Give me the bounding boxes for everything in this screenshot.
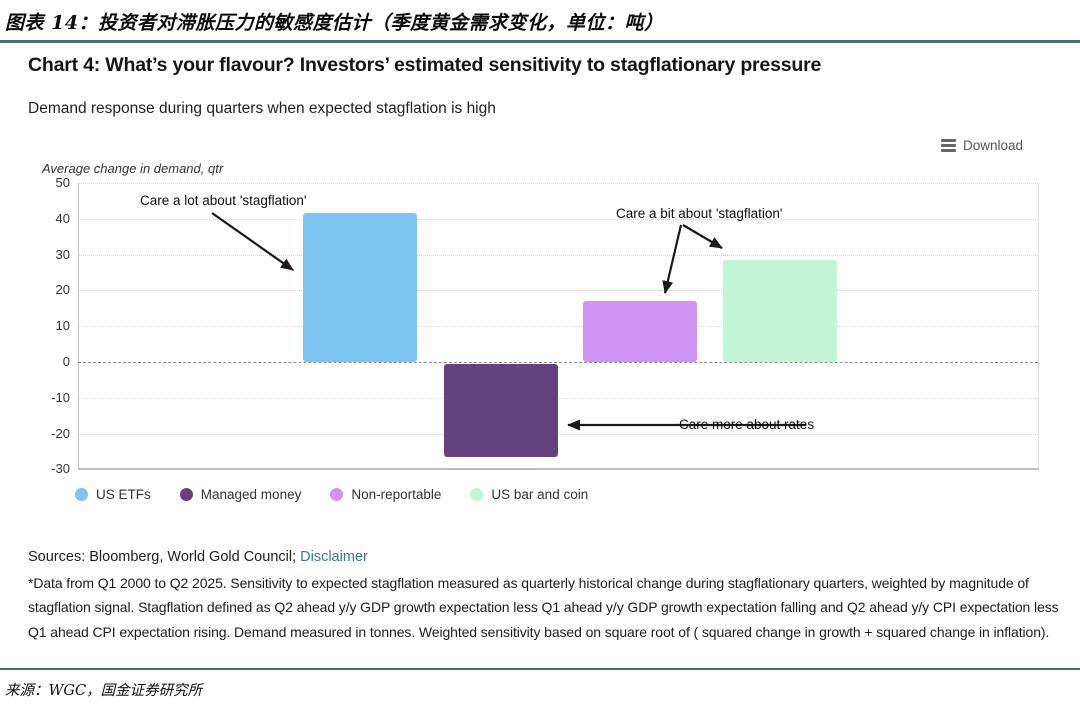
top-divider bbox=[0, 40, 1080, 43]
legend-item-managed-money[interactable]: Managed money bbox=[179, 487, 302, 502]
bottom-divider bbox=[0, 668, 1080, 670]
gridline-50 bbox=[78, 183, 1038, 184]
download-button[interactable]: Download bbox=[941, 138, 1023, 153]
sources-line: Sources: Bloomberg, World Gold Council; … bbox=[28, 549, 368, 565]
y-tick-label-50: 50 bbox=[55, 175, 70, 190]
y-tick-label-30: 30 bbox=[55, 246, 70, 262]
annotation-care-more-rates: Care more about rates bbox=[679, 417, 815, 432]
gridline-10 bbox=[78, 326, 1038, 328]
report-source-cn: 来源：WGC，国金证券研究所 bbox=[5, 683, 203, 699]
chart-subtitle: Demand response during quarters when exp… bbox=[28, 100, 496, 117]
download-label: Download bbox=[963, 138, 1024, 153]
legend-item-us-bar-and-coin[interactable]: US bar and coin bbox=[470, 487, 588, 502]
gridline--20 bbox=[78, 433, 1038, 435]
report-figure-title-cn: 图表 14：投资者对滞胀压力的敏感度估计（季度黄金需求变化，单位：吨） bbox=[5, 12, 664, 34]
gridline-20 bbox=[78, 290, 1038, 292]
legend-item-non-reportable[interactable]: Non-reportable bbox=[330, 487, 441, 502]
chart-title: Chart 4: What’s your flavour? Investors’… bbox=[28, 54, 822, 76]
chart-footnote: *Data from Q1 2000 to Q2 2025. Sensitivi… bbox=[28, 575, 1059, 640]
legend-label-us-bar-and-coin: US bar and coin bbox=[491, 487, 589, 502]
plot-right-border bbox=[1038, 183, 1039, 469]
annotation-care-a-bit: Care a bit about 'stagflation' bbox=[616, 206, 783, 221]
gridline--10 bbox=[78, 397, 1038, 399]
legend-label-non-reportable: Non-reportable bbox=[351, 487, 442, 502]
bar-us-etfs[interactable] bbox=[303, 213, 417, 362]
bar-non-reportable[interactable] bbox=[583, 301, 697, 362]
legend-label-us-etfs: US ETFs bbox=[96, 487, 151, 502]
gridline-30 bbox=[78, 254, 1038, 256]
y-tick-label-40: 40 bbox=[55, 210, 70, 226]
gridline-40 bbox=[78, 218, 1038, 220]
annotation-care-a-lot: Care a lot about 'stagflation' bbox=[140, 193, 307, 208]
disclaimer-link[interactable]: Disclaimer bbox=[300, 549, 368, 565]
hamburger-menu-icon bbox=[941, 139, 956, 152]
legend-dot-us-bar-and-coin bbox=[470, 488, 484, 501]
legend-dot-us-etfs bbox=[75, 488, 88, 501]
sources-text: Sources: Bloomberg, World Gold Council; bbox=[28, 549, 301, 565]
legend-dot-managed-money bbox=[179, 488, 193, 501]
legend-item-us-etfs[interactable]: US ETFs bbox=[75, 487, 151, 502]
y-tick-label-0: 0 bbox=[62, 354, 70, 369]
legend-label-managed-money: Managed money bbox=[200, 487, 302, 502]
y-tick-label-10: 10 bbox=[55, 318, 70, 334]
y-tick-label--10: -10 bbox=[51, 389, 70, 405]
x-axis-line bbox=[78, 468, 1039, 470]
chart-legend: US ETFs Managed money Non-reportable US bar… bbox=[75, 487, 588, 502]
gridline-0 bbox=[78, 362, 1038, 363]
bar-managed-money[interactable] bbox=[444, 363, 558, 457]
y-axis-line bbox=[78, 183, 79, 469]
y-tick-label--20: -20 bbox=[51, 425, 70, 441]
y-axis-unit-label: Average change in demand, qtr bbox=[42, 161, 224, 176]
y-tick-label--30: -30 bbox=[51, 461, 70, 477]
legend-dot-non-reportable bbox=[330, 488, 344, 501]
bar-us-bar-and-coin[interactable] bbox=[723, 260, 837, 362]
y-tick-label-20: 20 bbox=[55, 282, 70, 298]
